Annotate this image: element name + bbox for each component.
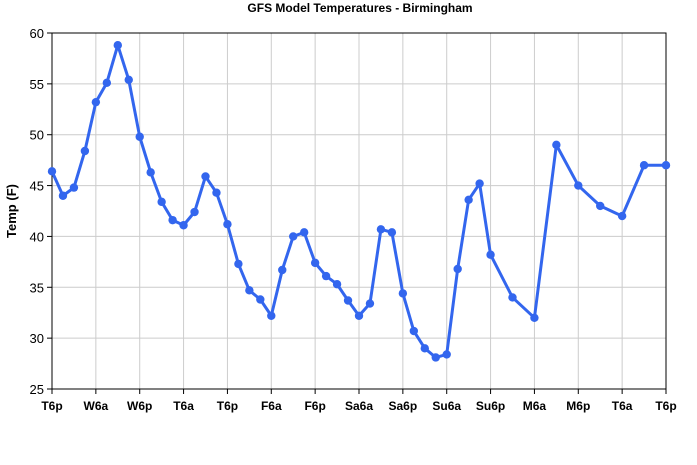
data-point: [278, 265, 287, 275]
x-tick-label: T6a: [173, 399, 194, 413]
data-point: [617, 211, 627, 221]
data-point: [486, 250, 495, 259]
data-point: [387, 228, 397, 237]
data-point: [267, 311, 276, 320]
x-tick-label: Su6p: [476, 399, 505, 413]
x-tick-label: T6a: [612, 399, 633, 413]
x-tick-label: T6p: [41, 399, 62, 413]
data-point: [574, 181, 583, 190]
data-point: [69, 183, 79, 192]
data-point: [310, 258, 320, 268]
data-point: [157, 197, 166, 207]
series-temperature: [47, 41, 671, 362]
data-point: [661, 161, 671, 170]
data-point: [299, 228, 309, 237]
data-point: [179, 221, 188, 230]
data-point: [256, 295, 265, 304]
data-point: [124, 75, 133, 84]
x-tick-labels: T6p W6a W6p T6a T6p F6a F6p Sa6a Sa6p Su6a Su6p M6a…: [41, 399, 676, 413]
data-point: [91, 97, 101, 107]
data-point: [508, 293, 517, 302]
y-tick-label: 30: [30, 331, 44, 346]
y-tick-label: 25: [30, 382, 44, 397]
x-tick-label: T6p: [655, 399, 676, 413]
data-point: [102, 78, 112, 88]
x-tick-label: W6p: [127, 399, 152, 413]
data-point: [223, 220, 232, 229]
x-tick-label: F6p: [304, 399, 325, 413]
data-point: [245, 286, 254, 295]
data-point: [113, 41, 122, 50]
data-point: [596, 201, 605, 211]
data-point: [80, 146, 90, 156]
data-point: [420, 344, 429, 353]
y-tick-label: 40: [30, 229, 44, 244]
data-point: [190, 207, 199, 217]
y-tick-labels: 25 30 35 40 45 50 55 60: [30, 26, 44, 397]
data-point: [442, 350, 451, 359]
data-point: [58, 191, 68, 200]
data-point: [47, 167, 57, 176]
y-tick-label: 55: [30, 77, 44, 92]
data-point: [212, 188, 221, 197]
x-tick-label: M6p: [566, 399, 590, 413]
plot-frame: [51, 32, 667, 390]
data-point: [146, 168, 155, 177]
y-tick-label: 35: [30, 280, 44, 295]
data-point: [168, 215, 177, 225]
x-tick-label: W6a: [84, 399, 109, 413]
data-point: [453, 264, 462, 274]
data-point: [289, 232, 298, 241]
data-point: [431, 353, 440, 362]
y-axis-label: Temp (F): [4, 184, 19, 238]
data-point: [332, 280, 342, 289]
x-tick-label: M6a: [523, 399, 547, 413]
data-point: [234, 259, 243, 269]
axes: [47, 32, 667, 394]
y-tick-label: 60: [30, 26, 44, 41]
data-point: [409, 326, 419, 336]
data-point: [376, 225, 386, 234]
data-point: [201, 172, 210, 181]
x-tick-label: Su6a: [432, 399, 461, 413]
data-point: [135, 132, 144, 141]
y-tick-label: 50: [30, 128, 44, 143]
x-tick-label: Sa6a: [345, 399, 373, 413]
data-point: [343, 296, 353, 305]
data-point: [464, 195, 473, 205]
x-tick-label: Sa6p: [389, 399, 418, 413]
grid-lines: [51, 32, 667, 390]
data-point: [475, 179, 484, 188]
data-point: [365, 299, 375, 308]
chart-title: GFS Model Temperatures - Birmingham: [247, 1, 472, 15]
data-point: [552, 140, 561, 150]
x-tick-label: F6a: [261, 399, 282, 413]
data-point: [321, 271, 331, 281]
data-point: [530, 313, 539, 322]
x-tick-label: T6p: [217, 399, 238, 413]
data-point: [639, 161, 649, 170]
data-point: [398, 289, 408, 298]
y-tick-label: 45: [30, 179, 44, 194]
data-point: [354, 311, 364, 320]
